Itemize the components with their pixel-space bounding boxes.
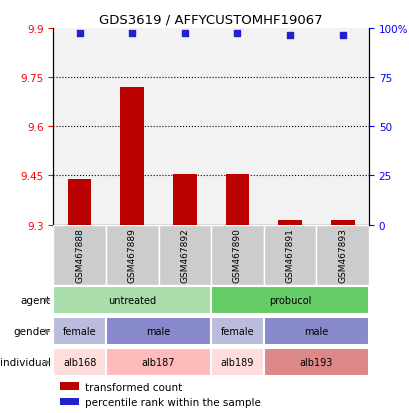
Text: female: female	[63, 326, 96, 337]
Title: GDS3619 / AFFYCUSTOMHF19067: GDS3619 / AFFYCUSTOMHF19067	[99, 13, 322, 26]
Bar	[158, 29, 211, 225]
Point	[181, 31, 188, 37]
Bar	[53, 225, 106, 285]
Bar	[225, 174, 249, 225]
Text: GSM467891: GSM467891	[285, 228, 294, 282]
Bar	[67, 179, 91, 225]
Text: alb187: alb187	[142, 357, 175, 368]
Text: GSM467892: GSM467892	[180, 228, 189, 282]
Bar	[316, 225, 368, 285]
Bar	[211, 318, 263, 345]
Point	[286, 33, 292, 39]
Bar	[53, 287, 211, 314]
Text: alb193: alb193	[299, 357, 332, 368]
Point	[234, 31, 240, 37]
Text: male: male	[303, 326, 328, 337]
Text: transformed count: transformed count	[85, 382, 182, 392]
Text: agent: agent	[20, 295, 51, 306]
Bar	[278, 220, 301, 225]
Bar	[53, 29, 106, 225]
Text: male: male	[146, 326, 170, 337]
Bar	[59, 398, 79, 405]
Bar	[263, 349, 368, 376]
Bar	[211, 287, 368, 314]
Bar	[211, 29, 263, 225]
Text: individual: individual	[0, 357, 51, 368]
Bar	[106, 349, 211, 376]
Bar	[330, 220, 354, 225]
Point	[128, 31, 135, 37]
Text: GSM467890: GSM467890	[232, 228, 241, 282]
Text: untreated: untreated	[108, 295, 156, 306]
Bar	[106, 225, 158, 285]
Point	[339, 33, 345, 39]
Text: probucol: probucol	[268, 295, 310, 306]
Bar	[263, 318, 368, 345]
Bar	[316, 29, 368, 225]
Point	[76, 31, 83, 37]
Text: alb168: alb168	[63, 357, 96, 368]
Bar	[120, 88, 144, 225]
Bar	[263, 225, 316, 285]
Bar	[53, 349, 106, 376]
Bar	[53, 318, 106, 345]
Bar	[211, 349, 263, 376]
Bar	[106, 29, 158, 225]
Bar	[158, 225, 211, 285]
Text: GSM467888: GSM467888	[75, 228, 84, 282]
Bar	[106, 318, 211, 345]
Bar	[263, 29, 316, 225]
Text: GSM467893: GSM467893	[337, 228, 346, 282]
Text: percentile rank within the sample: percentile rank within the sample	[85, 397, 260, 407]
Text: female: female	[220, 326, 254, 337]
Text: GSM467889: GSM467889	[128, 228, 136, 282]
Bar	[211, 225, 263, 285]
Text: alb189: alb189	[220, 357, 254, 368]
Bar	[59, 382, 79, 390]
Bar	[173, 174, 196, 225]
Text: gender: gender	[13, 326, 51, 337]
